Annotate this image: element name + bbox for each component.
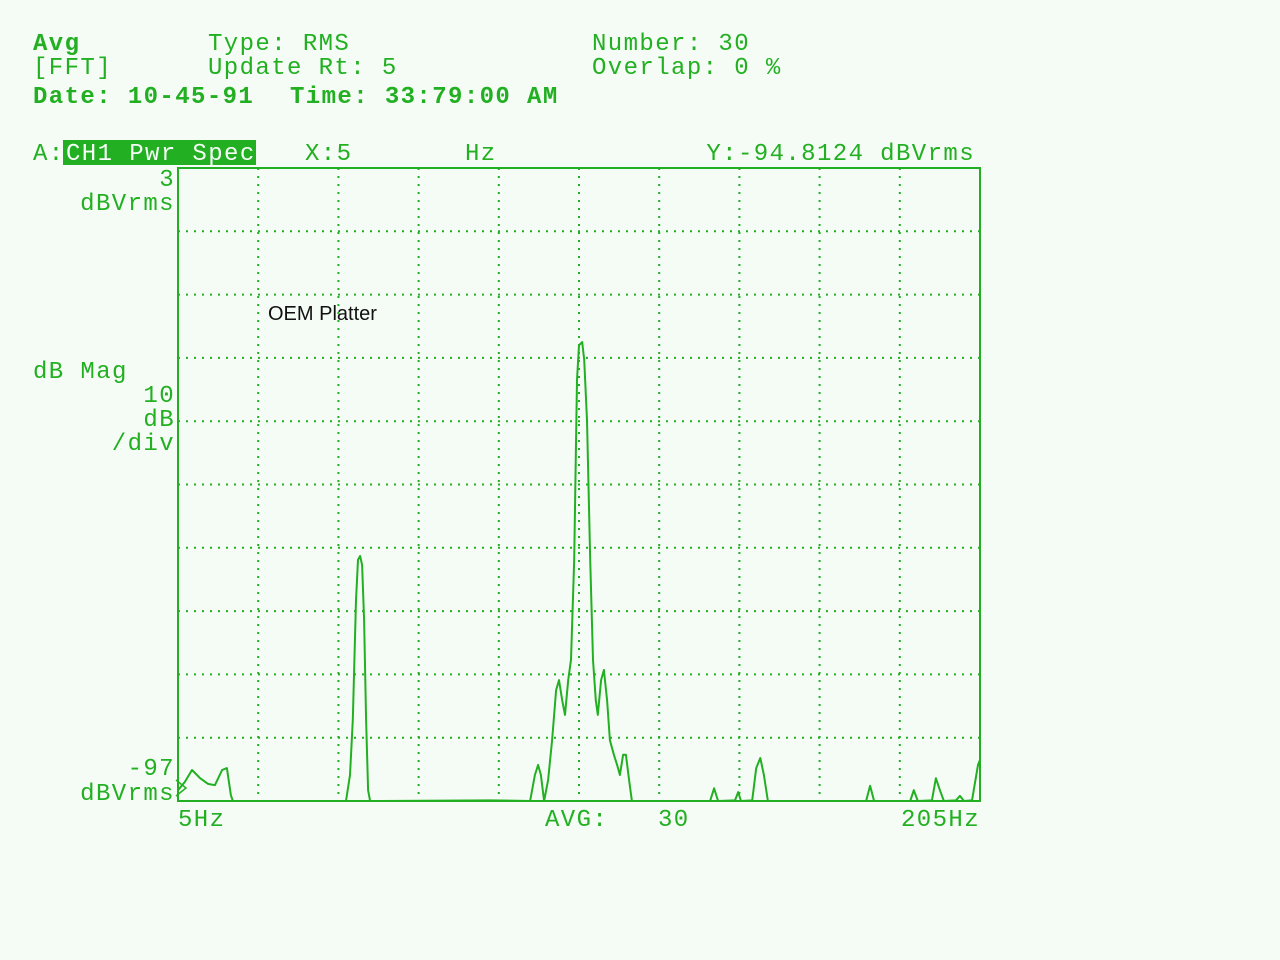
channel: A: [33,141,65,168]
reference-arrow [175,779,188,797]
y-scale-unit: dB [143,407,175,434]
time: Time: 33:79:00 AM [290,84,559,111]
y-top-unit: dBVrms [80,191,175,218]
x-marker: X:5 [305,141,352,168]
y-label: dB Mag [33,359,128,386]
annotation: OEM Platter [268,303,377,325]
y-scale-per: /div [112,431,175,458]
type: Type: RMS [208,31,350,58]
y-bottom-unit: dBVrms [80,781,175,808]
y-tick-label: 3 [159,167,175,194]
x-unit: Hz [465,141,497,168]
plot-frame [177,167,981,802]
measurement-highlight [63,140,256,165]
y-tick-label: -97 [128,756,175,783]
x-tick-label: 205Hz [901,807,980,834]
average-label: AVG: [545,807,608,834]
y-marker: Y:-94.8124 dBVrms [706,141,975,168]
x-tick-label: 5Hz [178,807,225,834]
y-scale: 10 [143,383,175,410]
analysis: [FFT] [33,55,112,82]
update-rate: Update Rt: 5 [208,55,398,82]
measurement: CH1 Pwr Spec [66,141,256,168]
average-count: 30 [658,807,690,834]
spectrum-trace [177,341,981,802]
overlap: Overlap: 0 % [592,55,782,82]
number: Number: 30 [592,31,750,58]
mode: Avg [33,31,80,58]
date: Date: 10-45-91 [33,84,254,111]
